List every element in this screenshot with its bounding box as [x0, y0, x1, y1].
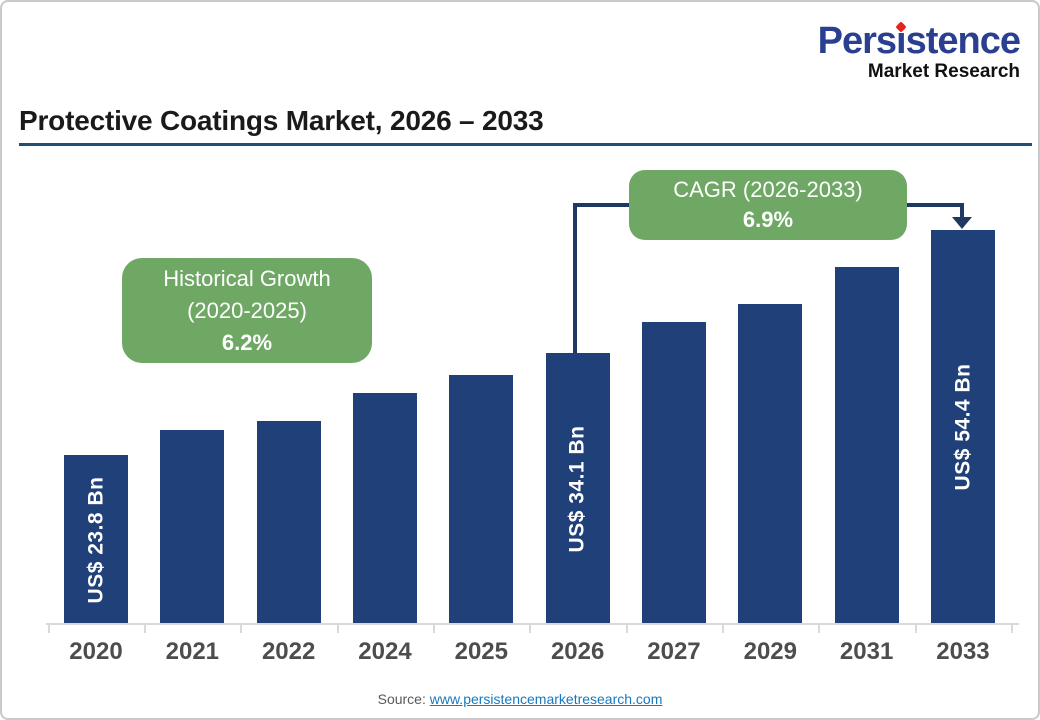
- x-axis-label-2026: 2026: [550, 638, 605, 665]
- bar-value-label: US$ 54.4 Bn: [950, 363, 974, 491]
- bar-2029: [738, 304, 803, 624]
- x-axis-label-2031: 2031: [839, 638, 894, 665]
- chart-title: Protective Coatings Market, 2026 – 2033: [19, 105, 544, 136]
- bar-2024: [352, 393, 417, 624]
- x-axis-tick: [336, 624, 339, 633]
- cagr-connector-left-segment: [573, 203, 635, 207]
- bar-2021: [160, 430, 225, 624]
- bar-value-label: US$ 23.8 Bn: [84, 476, 108, 603]
- source-label: Source:: [377, 691, 426, 707]
- x-axis-label-2020: 2020: [69, 638, 123, 665]
- title-underline: [19, 143, 1032, 146]
- x-axis-label-2021: 2021: [165, 638, 220, 665]
- bar-2025: [449, 375, 514, 624]
- callout-line: CAGR (2026-2033): [673, 177, 863, 202]
- cagr-connector-drop-segment: [960, 203, 964, 219]
- x-axis-tick: [818, 624, 821, 633]
- brand-logo: Persı stence Market Research: [817, 20, 1021, 83]
- x-axis-label-2027: 2027: [647, 638, 701, 665]
- bar-2027: [641, 322, 706, 624]
- x-axis-tick: [625, 624, 628, 633]
- x-axis-line: [46, 623, 1019, 625]
- cagr-connector-right-segment: [902, 203, 964, 207]
- bar-2020: US$ 23.8 Bn: [64, 455, 128, 624]
- bar-2022: [256, 421, 321, 624]
- x-axis-tick: [914, 624, 917, 633]
- x-axis-label-2025: 2025: [454, 638, 508, 665]
- callout-line: Historical Growth: [163, 265, 331, 291]
- x-axis-tick: [1011, 624, 1014, 633]
- source-link[interactable]: www.persistencemarketresearch.com: [429, 691, 663, 707]
- x-axis-tick: [529, 624, 532, 633]
- brand-tagline: Market Research: [867, 61, 1020, 82]
- x-axis-label-2029: 2029: [743, 638, 797, 665]
- historical-growth-callout: Historical Growth (2020-2025) 6.2%: [122, 258, 372, 363]
- callout-value: 6.9%: [742, 207, 794, 232]
- bar-2026: US$ 34.1 Bn: [545, 353, 610, 624]
- bar-2031: [834, 267, 899, 624]
- cagr-connector-start-segment: [573, 205, 577, 353]
- x-axis-tick: [144, 624, 147, 633]
- bar-2033: US$ 54.4 Bn: [930, 230, 995, 624]
- brand-name: Persı stence: [817, 20, 1021, 62]
- source-line: Source: www.persistencemarketresearch.co…: [2, 691, 1038, 707]
- callout-value: 6.2%: [221, 329, 273, 355]
- callout-line: (2020-2025): [187, 297, 307, 323]
- x-axis-tick: [240, 624, 243, 633]
- x-axis-tick: [722, 624, 725, 633]
- x-axis-tick: [47, 624, 50, 633]
- x-axis-label-2022: 2022: [261, 638, 316, 665]
- x-axis-tick: [433, 624, 436, 633]
- arrow-down-icon: [952, 217, 972, 229]
- cagr-callout: CAGR (2026-2033) 6.9%: [629, 170, 907, 240]
- x-axis-label-2024: 2024: [358, 638, 412, 665]
- x-axis-label-2033: 2033: [936, 638, 990, 665]
- bar-value-label: US$ 34.1 Bn: [565, 425, 589, 552]
